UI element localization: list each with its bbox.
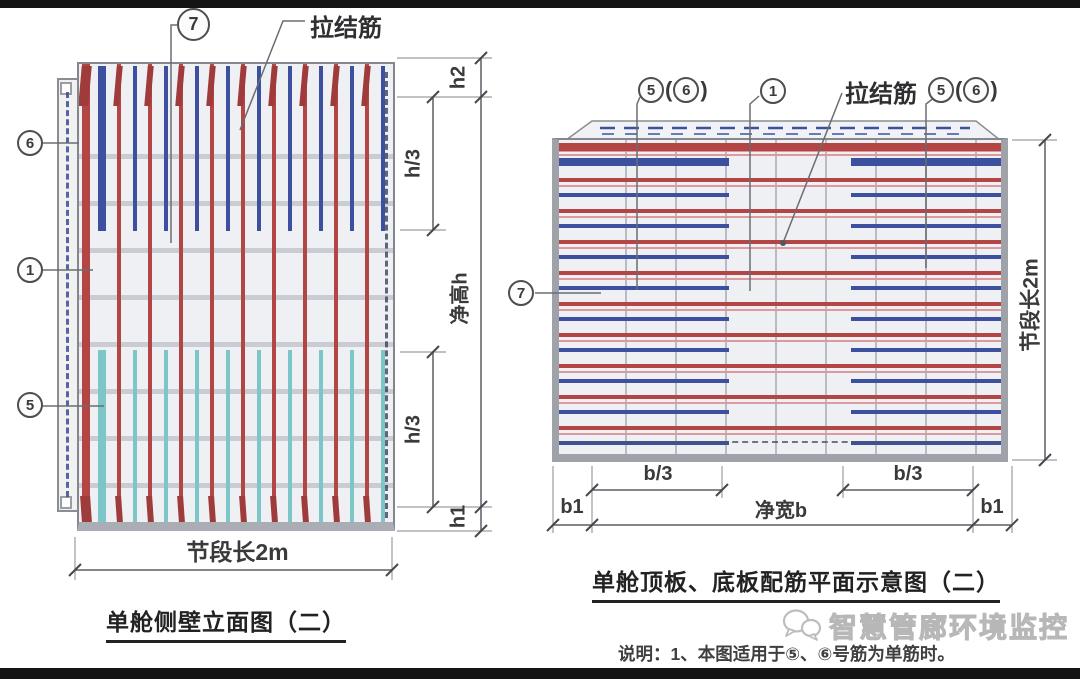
dim-h2: h2 (447, 65, 470, 90)
bottom-letterbox-bar (0, 668, 1080, 679)
elevation-bar-hooks-bottom (79, 496, 393, 522)
dim-h3-top: h/3 (402, 149, 425, 178)
callout-56-left: 5 ( 6 ) (638, 77, 709, 103)
watermark-text: 智慧管廊环境监控 (828, 612, 1070, 644)
watermark: 智慧管廊环境监控 (781, 606, 1069, 646)
dim-clear-height: 净高h (449, 272, 472, 325)
elevation-wall-panel (77, 62, 395, 531)
dim-segment-length-right: 节段长2m (1019, 258, 1043, 352)
callout-6: 6 (17, 130, 43, 156)
elevation-caption: 单舱侧壁立面图（二） (106, 603, 346, 643)
elevation-hidden-bar-dashed (66, 92, 69, 497)
dim-b1-right: b1 (980, 496, 1004, 518)
dim-b3-right: b/3 (893, 463, 923, 485)
dim-h1: h1 (447, 504, 470, 529)
dim-b1-left: b1 (560, 496, 584, 518)
callout-1-left: 1 (17, 257, 43, 283)
callout-56-right: 5 ( 6 ) (928, 77, 999, 103)
callout-1-left-number: 1 (25, 261, 35, 279)
dim-b3-left: b/3 (643, 463, 673, 485)
callout-5: 5 (17, 392, 43, 418)
top-letterbox-bar (0, 0, 1080, 8)
callout-6b: 6 (963, 77, 990, 103)
note-text: 说明：1、本图适用于⑤、⑥号筋为单筋时。 (618, 644, 955, 664)
callout-1-right: 1 (760, 78, 786, 104)
plan-caption: 单舱顶板、底板配筋平面示意图（二） (592, 563, 1000, 603)
paren-open: ( (665, 77, 673, 102)
paren-close: ) (700, 77, 708, 102)
callout-6a: 6 (673, 77, 700, 103)
plan-dashed-hidden-bar (563, 441, 997, 443)
dim-clear-width: 净宽b (754, 500, 808, 522)
callout-5a: 5 (638, 77, 664, 103)
callout-5-number: 5 (25, 396, 35, 414)
dim-segment-length-left: 节段长2m (186, 539, 289, 565)
tie-bar-label-left: 拉结筋 (310, 15, 382, 42)
paren-close: ) (990, 77, 998, 102)
elevation-red-vertical-bars (79, 64, 393, 522)
plan-slab-panel (552, 138, 1008, 462)
chat-bubbles-icon (782, 609, 822, 641)
callout-6-number: 6 (25, 134, 35, 152)
tie-bar-label-right: 拉结筋 (845, 81, 917, 108)
callout-7-left-number: 7 (188, 14, 199, 34)
callout-7-left: 7 (177, 8, 210, 41)
callout-1-right-number: 1 (768, 82, 778, 100)
elevation-hidden-bar-dashed (385, 72, 388, 518)
callout-7-right-number: 7 (516, 284, 526, 302)
elevation-flange-notch (60, 496, 72, 509)
callout-7-right: 7 (508, 280, 534, 306)
plan-red-horizontal-bars (559, 140, 1001, 454)
elevation-bar-hooks-top (79, 66, 393, 106)
dim-h3-bottom: h/3 (402, 415, 425, 444)
callout-5b: 5 (928, 77, 954, 103)
paren-open: ( (955, 77, 963, 102)
